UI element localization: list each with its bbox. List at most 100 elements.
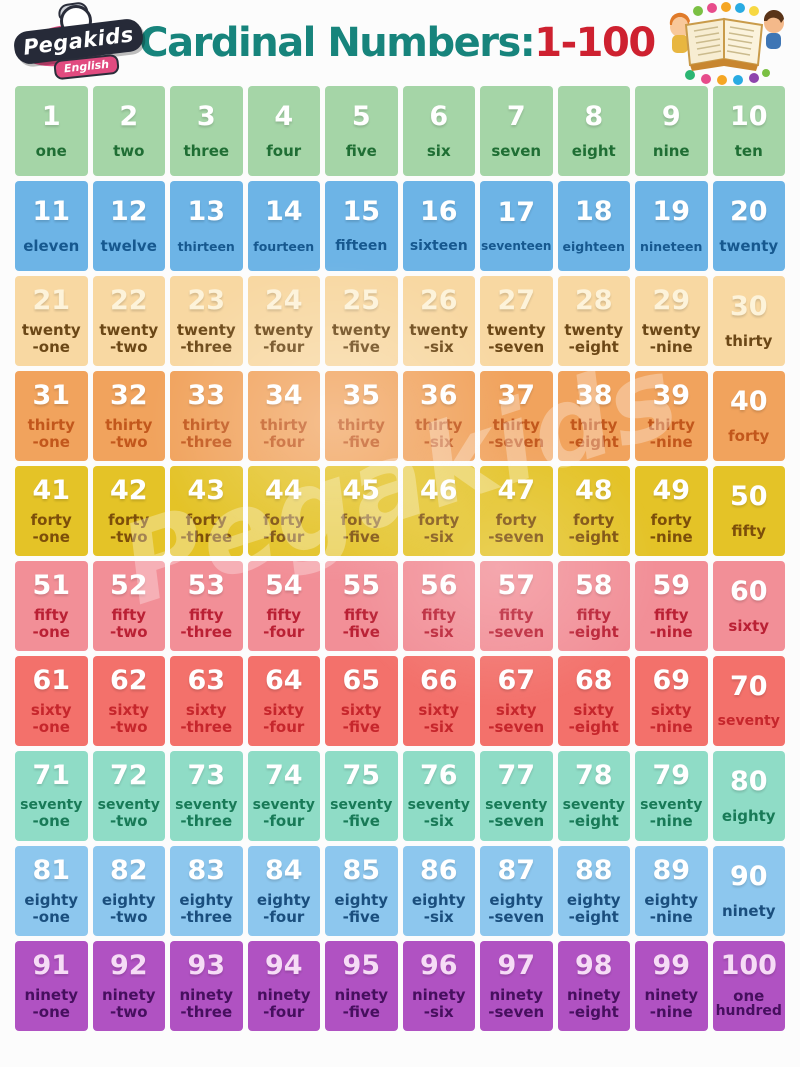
cell-word: sixty -two (108, 701, 150, 736)
cell-number: 39 (652, 380, 691, 411)
number-cell: 76 seventy -six (402, 751, 475, 841)
cell-word: seventy -three (175, 796, 238, 831)
cell-number: 55 (342, 570, 381, 601)
cell-word: fifty -eight (568, 606, 619, 641)
cell-number: 74 (264, 760, 303, 792)
cell-number: 24 (264, 285, 303, 316)
cell-number: 78 (574, 760, 613, 792)
cell-number: 5 (351, 100, 371, 132)
cell-number: 6 (429, 100, 449, 132)
number-cell: 87 eighty -seven (480, 846, 553, 936)
cell-number: 23 (187, 285, 226, 316)
cell-number: 2 (119, 100, 139, 132)
cell-word: eighty -one (24, 891, 79, 926)
cell-word: sixty -three (180, 701, 233, 736)
cell-number: 65 (342, 665, 381, 696)
cell-word: fifteen (335, 237, 388, 254)
number-cell: 68 sixty -eight (557, 656, 630, 746)
number-cell: 40 forty (712, 371, 785, 461)
number-cell: 43 forty -three (170, 466, 243, 556)
number-cell: 95 ninety -five (325, 941, 398, 1031)
cell-word: thirty -three (180, 416, 233, 451)
number-cell: 66 sixty -six (402, 656, 475, 746)
number-cell: 67 sixty -seven (480, 656, 553, 746)
cell-word: twenty -nine (641, 321, 701, 356)
cell-word: eleven (23, 237, 80, 255)
number-cell: 45 forty -five (325, 466, 398, 556)
number-cell: 34 thirty -four (247, 371, 320, 461)
number-cell: 82 eighty -two (92, 846, 165, 936)
number-cell: 94 ninety -four (247, 941, 320, 1031)
cell-word: eighty -nine (644, 891, 699, 926)
cell-number: 96 (419, 950, 458, 981)
cell-number: 62 (109, 665, 148, 696)
cell-number: 34 (264, 380, 303, 411)
cell-number: 70 (729, 670, 768, 702)
number-cell: 24 twenty -four (247, 276, 320, 366)
cell-word: ninety -nine (644, 986, 699, 1021)
cell-number: 13 (187, 196, 226, 228)
cell-number: 10 (729, 100, 768, 132)
number-cell: 52 fifty -two (92, 561, 165, 651)
cell-number: 82 (109, 855, 148, 886)
number-cell: 71 seventy -one (15, 751, 88, 841)
cell-number: 84 (264, 855, 303, 886)
cell-word: four (266, 142, 302, 160)
number-cell: 10 ten (712, 86, 785, 176)
number-cell: 17 seventeen (480, 181, 553, 271)
number-cell: 33 thirty -three (170, 371, 243, 461)
cell-word: eighty -two (101, 891, 156, 926)
number-cell: 51 fifty -one (15, 561, 88, 651)
cell-number: 16 (419, 195, 458, 227)
cell-word: eighty -four (256, 891, 311, 926)
number-cell: 8 eight (557, 86, 630, 176)
cell-number: 3 (196, 100, 216, 132)
number-cell: 91 ninety -one (15, 941, 88, 1031)
cell-number: 50 (729, 480, 768, 512)
number-cell: 12 twelve (92, 181, 165, 271)
cell-number: 81 (32, 855, 71, 886)
decor-dots (685, 2, 770, 85)
cell-number: 32 (109, 380, 148, 411)
cell-number: 25 (342, 285, 381, 316)
number-cell: 7 seven (480, 86, 553, 176)
cell-number: 20 (729, 195, 768, 227)
cell-word: thirty -eight (568, 416, 619, 451)
cell-number: 97 (497, 950, 536, 981)
cell-word: one (35, 142, 67, 160)
grid-row-6: 51 fifty -one 52 fifty -two 53 fifty -three 54 fif… (15, 561, 785, 651)
cell-number: 8 (584, 100, 604, 132)
number-cell: 96 ninety -six (402, 941, 475, 1031)
cell-word: forty -eight (568, 511, 619, 546)
cell-word: eighty -five (334, 891, 389, 926)
cell-number: 17 (497, 196, 536, 228)
number-cell: 14 fourteen (247, 181, 320, 271)
cell-word: eight (571, 142, 616, 160)
number-cell: 74 seventy -four (247, 751, 320, 841)
open-book-icon (684, 17, 764, 71)
number-cell: 79 seventy -nine (635, 751, 708, 841)
number-cell: 93 ninety -three (170, 941, 243, 1031)
cell-word: twenty -two (99, 321, 159, 356)
number-cell: 98 ninety -eight (557, 941, 630, 1031)
number-cell: 35 thirty -five (325, 371, 398, 461)
number-cell: 30 thirty (712, 276, 785, 366)
cell-word: forty -seven (488, 511, 545, 546)
number-cell: 78 seventy -eight (557, 751, 630, 841)
cell-word: eighteen (562, 238, 625, 254)
pegakids-logo: Pegakids English (8, 0, 145, 83)
cell-word: fifty -six (421, 606, 457, 641)
number-cell: 90 ninety (712, 846, 785, 936)
number-cell: 75 seventy -five (325, 751, 398, 841)
cell-word: sixty -five (340, 701, 382, 736)
number-cell: 22 twenty -two (92, 276, 165, 366)
cell-word: twenty -three (176, 321, 236, 356)
cell-word: twenty -seven (486, 321, 546, 356)
number-cell: 18 eighteen (557, 181, 630, 271)
number-cell: 9 nine (635, 86, 708, 176)
cell-number: 9 (661, 100, 681, 132)
cell-number: 38 (574, 380, 613, 411)
title-main: Cardinal Numbers: (139, 20, 535, 66)
cell-number: 33 (187, 380, 226, 411)
cell-number: 86 (419, 855, 458, 886)
